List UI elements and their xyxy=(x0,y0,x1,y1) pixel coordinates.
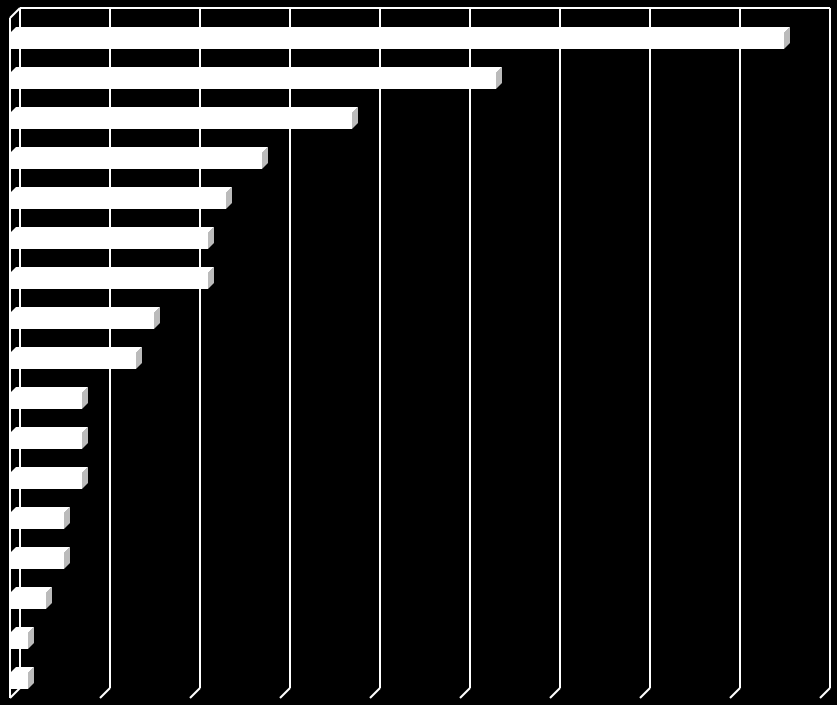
floor-line xyxy=(459,687,471,699)
bar-side xyxy=(226,187,232,209)
floor-line xyxy=(819,687,831,699)
bar-side xyxy=(208,227,214,249)
bar xyxy=(10,433,82,449)
bar-top xyxy=(10,507,70,513)
bar-top xyxy=(10,467,88,473)
bar-side xyxy=(352,107,358,129)
bar-side xyxy=(64,547,70,569)
bar-top xyxy=(10,587,52,593)
bar xyxy=(10,73,496,89)
bar-side xyxy=(82,467,88,489)
bar-side xyxy=(82,387,88,409)
bar-side xyxy=(28,627,34,649)
bar-top xyxy=(10,267,214,273)
bar xyxy=(10,313,154,329)
bar-side xyxy=(784,27,790,49)
bar xyxy=(10,273,208,289)
bar xyxy=(10,33,784,49)
bar-side xyxy=(136,347,142,369)
bar-top xyxy=(10,147,268,153)
floor-line xyxy=(9,687,21,699)
bar-top xyxy=(10,627,34,633)
floor-line xyxy=(279,687,291,699)
bar-side xyxy=(154,307,160,329)
bar xyxy=(10,233,208,249)
bar-top xyxy=(10,387,88,393)
bar xyxy=(10,513,64,529)
floor-line xyxy=(729,687,741,699)
floor-line xyxy=(189,687,201,699)
bar-top xyxy=(10,347,142,353)
bar-top xyxy=(10,427,88,433)
bar-top xyxy=(10,547,70,553)
bar xyxy=(10,393,82,409)
bar-top xyxy=(10,107,358,113)
bar xyxy=(10,193,226,209)
bar-top xyxy=(10,667,34,673)
bar-side xyxy=(46,587,52,609)
bar xyxy=(10,353,136,369)
bar-top xyxy=(10,307,160,313)
bar xyxy=(10,153,262,169)
bar-side xyxy=(82,427,88,449)
bar xyxy=(10,553,64,569)
bar-top xyxy=(10,227,214,233)
bar-side xyxy=(208,267,214,289)
floor-line xyxy=(99,687,111,699)
floor-line xyxy=(369,687,381,699)
bar xyxy=(10,113,352,129)
bar xyxy=(10,473,82,489)
side-wall-top xyxy=(9,7,21,19)
bar-top xyxy=(10,187,232,193)
bar xyxy=(10,673,28,689)
bar-side xyxy=(28,667,34,689)
bar xyxy=(10,633,28,649)
bar-side xyxy=(262,147,268,169)
bar-side xyxy=(64,507,70,529)
bar-top xyxy=(10,27,790,33)
floor-line xyxy=(639,687,651,699)
bar-top xyxy=(10,67,502,73)
bar-side xyxy=(496,67,502,89)
bar xyxy=(10,593,46,609)
floor-line xyxy=(549,687,561,699)
